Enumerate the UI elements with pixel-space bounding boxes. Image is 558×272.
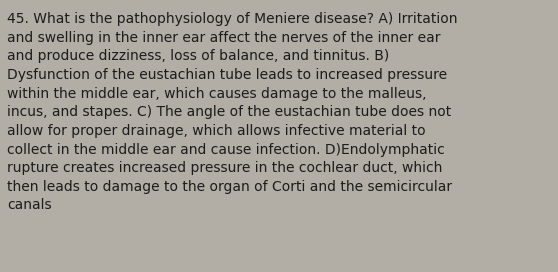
Text: 45. What is the pathophysiology of Meniere disease? A) Irritation
and swelling i: 45. What is the pathophysiology of Menie… bbox=[7, 12, 458, 212]
